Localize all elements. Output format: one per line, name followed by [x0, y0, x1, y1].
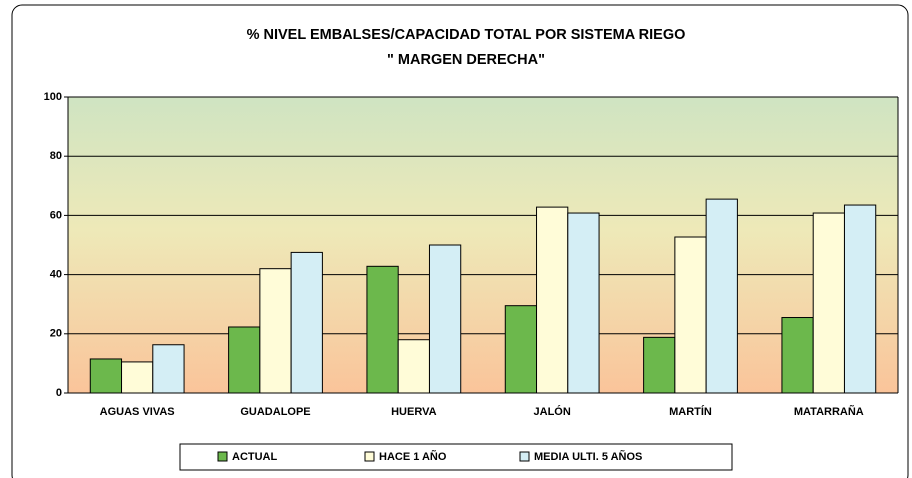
legend-swatch — [217, 451, 228, 462]
y-tick-label: 20 — [50, 328, 62, 340]
plot-area — [68, 97, 898, 393]
bar — [366, 265, 399, 394]
bar — [812, 212, 845, 394]
y-tick-label: 60 — [50, 209, 62, 221]
legend-swatch — [364, 451, 375, 462]
bar — [121, 361, 154, 394]
bar — [674, 236, 707, 394]
legend-label: HACE 1 AÑO — [379, 450, 447, 463]
bar — [781, 317, 814, 394]
y-tick-label: 40 — [50, 269, 62, 281]
bar — [259, 268, 292, 394]
x-tick-label: JALÓN — [534, 405, 571, 418]
bar — [705, 198, 738, 394]
legend-box — [179, 443, 733, 471]
y-tick-label: 80 — [50, 150, 62, 162]
legend-swatch — [519, 451, 530, 462]
y-tick-label: 0 — [56, 387, 62, 399]
bar — [643, 336, 676, 394]
chart-title: % NIVEL EMBALSES/CAPACIDAD TOTAL POR SIS… — [247, 27, 686, 43]
bar — [290, 251, 323, 394]
bar — [89, 358, 123, 394]
x-tick-label: HUERVA — [391, 406, 436, 418]
legend-label: MEDIA ULTI. 5 AÑOS — [534, 450, 642, 463]
bar — [843, 204, 877, 394]
bar — [152, 344, 185, 394]
bar — [228, 326, 261, 394]
legend-label: ACTUAL — [232, 451, 277, 463]
bar — [428, 244, 462, 394]
bar — [397, 339, 430, 394]
x-tick-label: AGUAS VIVAS — [100, 406, 175, 418]
x-tick-label: MATARRAÑA — [794, 405, 864, 418]
bar — [567, 212, 600, 394]
x-tick-label: MARTÍN — [669, 405, 712, 418]
bar — [504, 305, 538, 394]
chart-subtitle: " MARGEN DERECHA" — [387, 52, 545, 68]
y-tick-label: 100 — [44, 91, 62, 103]
x-tick-label: GUADALOPE — [240, 406, 310, 418]
bar — [536, 206, 569, 394]
